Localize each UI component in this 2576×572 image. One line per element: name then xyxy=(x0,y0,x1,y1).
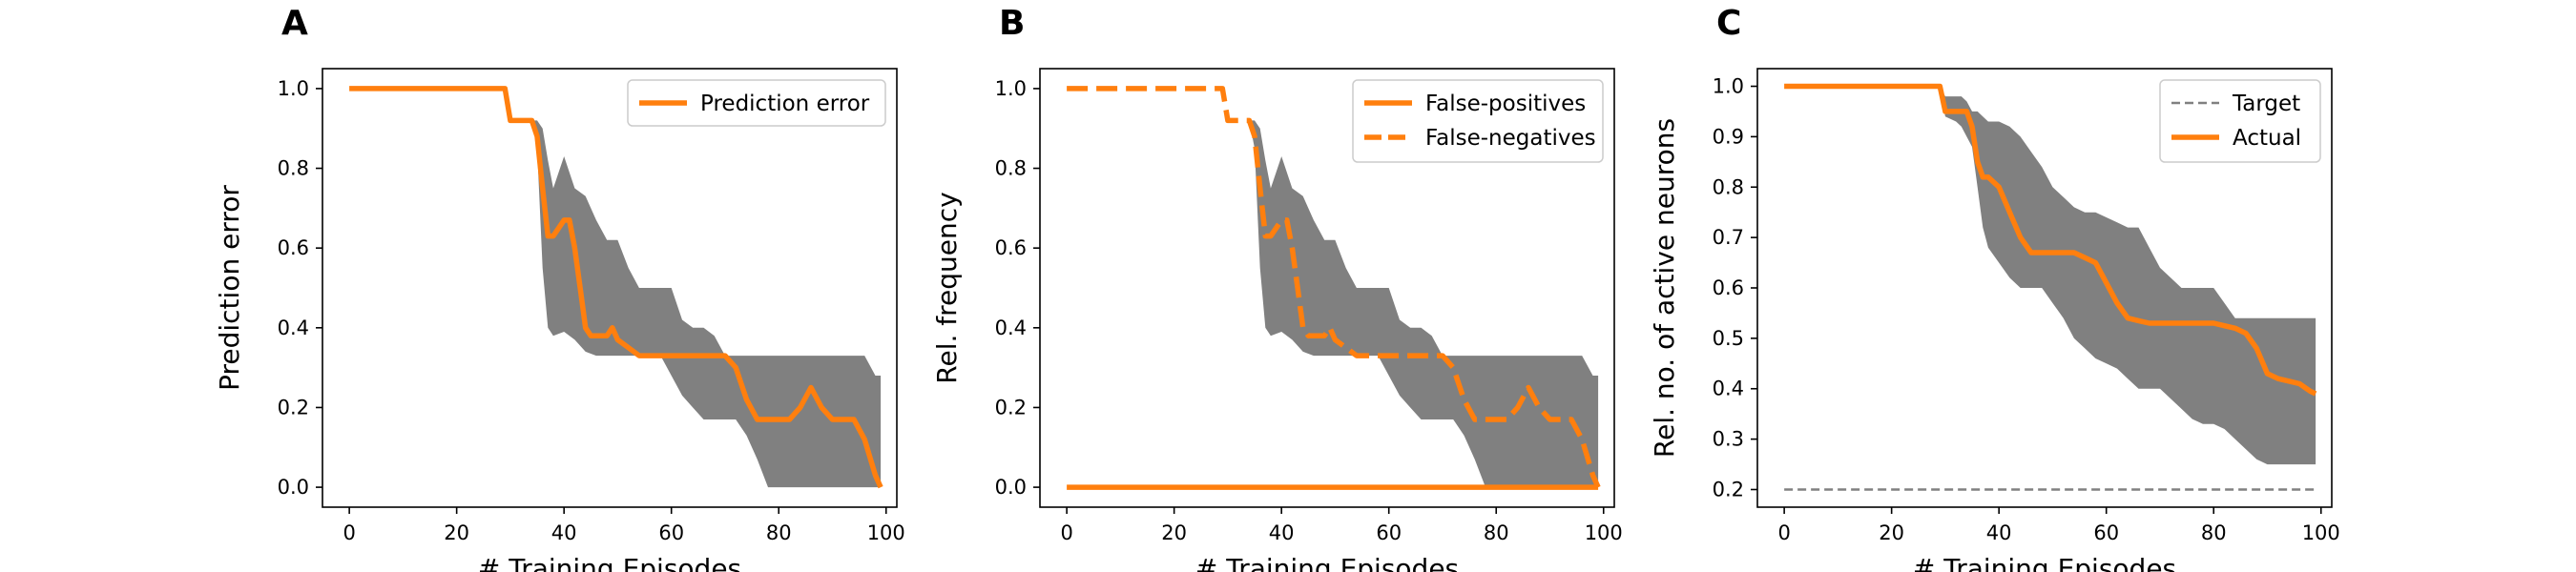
x-tick-label: 80 xyxy=(766,521,792,544)
std-band xyxy=(1784,86,2316,465)
x-axis-label: # Training Episodes xyxy=(1913,553,2176,572)
y-tick-label: 0.4 xyxy=(1713,378,1744,400)
x-tick-label: 60 xyxy=(658,521,684,544)
y-tick-label: 0.8 xyxy=(995,157,1027,180)
y-tick-label: 0.8 xyxy=(1713,175,1744,198)
axes-frame xyxy=(1039,68,1615,508)
legend-label: Actual xyxy=(2233,126,2301,151)
y-tick-label: 1.0 xyxy=(278,77,309,100)
y-tick-label: 0.4 xyxy=(278,317,309,339)
panel-label: C xyxy=(1716,4,1741,43)
y-tick-label: 1.0 xyxy=(1713,75,1744,98)
y-tick-label: 1.0 xyxy=(995,77,1027,100)
panel-a: 0 20 40 60 80 100 0.0 0.2 0.4 0.6 0.8 1.0 # Training… xyxy=(214,4,905,572)
legend-box xyxy=(1352,79,1604,163)
x-axis-label: # Training Episodes xyxy=(1195,553,1459,572)
std-band xyxy=(349,88,882,488)
y-tick-label: 0.6 xyxy=(278,236,309,259)
y-axis-label: Prediction error xyxy=(214,185,245,391)
x-tick-label: 0 xyxy=(1777,521,1790,544)
y-tick-label: 0.0 xyxy=(995,476,1027,499)
x-tick-label: 20 xyxy=(1161,521,1187,544)
y-tick-label: 0.7 xyxy=(1713,226,1744,249)
panel-label: A xyxy=(281,4,308,43)
y-tick-label: 0.2 xyxy=(278,396,309,419)
x-tick-label: 100 xyxy=(867,521,905,544)
legend-box xyxy=(2159,79,2321,163)
x-tick-label: 80 xyxy=(2201,521,2227,544)
y-tick-label: 0.6 xyxy=(1713,276,1744,299)
x-tick-label: 0 xyxy=(343,521,355,544)
legend: Prediction error xyxy=(627,79,886,127)
y-tick-label: 0.5 xyxy=(1713,327,1744,350)
panel-b: 0 20 40 60 80 100 0.0 0.2 0.4 0.6 0.8 1.0 # Training… xyxy=(931,4,1623,572)
y-tick-label: 0.6 xyxy=(995,236,1027,259)
series-line-false-negatives xyxy=(1067,86,1601,489)
x-tick-label: 100 xyxy=(1585,521,1623,544)
panel-label: B xyxy=(999,4,1025,43)
legend-label: Target xyxy=(2232,92,2300,116)
x-axis-label: # Training Episodes xyxy=(478,553,741,572)
x-tick-label: 60 xyxy=(1376,521,1402,544)
legend: False-positives False-negatives xyxy=(1352,79,1604,163)
x-tick-label: 100 xyxy=(2302,521,2340,544)
y-tick-label: 0.2 xyxy=(995,396,1027,419)
x-tick-label: 0 xyxy=(1060,521,1072,544)
y-tick-label: 0.9 xyxy=(1713,125,1744,148)
panel-c: 0 20 40 60 80 100 0.2 0.3 0.4 0.5 0.6 0.7 0.8 0.9 1.0 #… xyxy=(1649,4,2340,572)
legend: Target Actual xyxy=(2159,79,2321,163)
legend-label: False-negatives xyxy=(1425,126,1596,151)
series-line-actual xyxy=(1784,83,2317,397)
legend-label: False-positives xyxy=(1425,92,1586,116)
y-tick-label: 0.2 xyxy=(1713,478,1744,500)
x-tick-label: 20 xyxy=(444,521,469,544)
x-tick-label: 80 xyxy=(1484,521,1509,544)
y-tick-label: 0.8 xyxy=(278,157,309,180)
y-axis-label: Rel. frequency xyxy=(931,192,963,383)
y-tick-label: 0.3 xyxy=(1713,428,1744,451)
y-tick-label: 0.4 xyxy=(995,317,1027,339)
legend-label: Prediction error xyxy=(700,92,870,116)
y-axis-label: Rel. no. of active neurons xyxy=(1649,118,1680,458)
y-tick-label: 0.0 xyxy=(278,476,309,499)
std-band xyxy=(1067,88,1599,488)
x-tick-label: 40 xyxy=(1269,521,1295,544)
x-tick-label: 20 xyxy=(1879,521,1904,544)
legend-box xyxy=(627,79,886,127)
axes-frame xyxy=(322,68,898,508)
x-tick-label: 40 xyxy=(551,521,577,544)
x-tick-label: 40 xyxy=(1986,521,2012,544)
series-line-prediction-error xyxy=(349,86,883,489)
x-tick-label: 60 xyxy=(2093,521,2119,544)
